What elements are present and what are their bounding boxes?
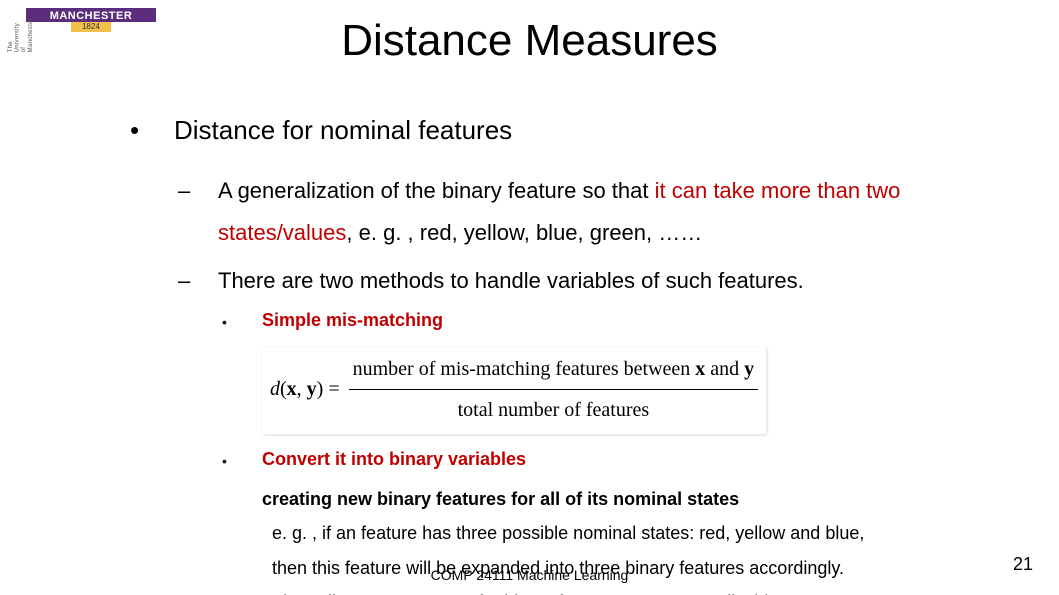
lvl2a-pre: A generalization of the binary feature s… (218, 178, 655, 203)
lvl2a-text: A generalization of the binary feature s… (218, 170, 1024, 254)
bullet-level-3: • Simple mis-matching (218, 301, 1024, 341)
lvl2b-text: There are two methods to handle variable… (218, 260, 804, 302)
slide-footer: COMP 24111 Machine Learning (0, 567, 1059, 583)
page-number: 21 (1013, 554, 1033, 575)
bullet-dash-icon: – (174, 170, 218, 254)
formula-box: d(x, y) = number of mis-matching feature… (262, 347, 766, 434)
bullet-dot-icon: • (218, 301, 262, 341)
lvl3b-text: Convert it into binary variables (262, 440, 526, 480)
bullet-level-1: • Distance for nominal features (124, 104, 1024, 156)
slide-content: • Distance for nominal features – A gene… (124, 104, 1024, 595)
bullet-level-2: – There are two methods to handle variab… (174, 260, 1024, 302)
lvl2a-post: , e. g. , red, yellow, blue, green, …… (346, 220, 702, 245)
formula-lhs: d(x, y) = (270, 369, 340, 409)
body-line-1: creating new binary features for all of … (262, 484, 1024, 515)
formula: d(x, y) = number of mis-matching feature… (124, 341, 1024, 440)
bullet-level-3: • Convert it into binary variables (218, 440, 1024, 480)
body-line-2: e. g. , if an feature has three possible… (272, 518, 1024, 549)
bullet-dot-icon: • (218, 440, 262, 480)
lvl1-text: Distance for nominal features (174, 104, 512, 156)
slide-title: Distance Measures (0, 16, 1059, 66)
formula-denominator: total number of features (349, 390, 759, 430)
body-line-4: Thus, distance measures for binary featu… (272, 587, 1024, 595)
formula-numerator: number of mis-matching features between … (349, 349, 759, 390)
bullet-dash-icon: – (174, 260, 218, 302)
bullet-level-2: – A generalization of the binary feature… (174, 170, 1024, 254)
formula-fraction: number of mis-matching features between … (349, 349, 759, 430)
bullet-dot-icon: • (124, 104, 174, 156)
lvl3a-text: Simple mis-matching (262, 301, 443, 341)
